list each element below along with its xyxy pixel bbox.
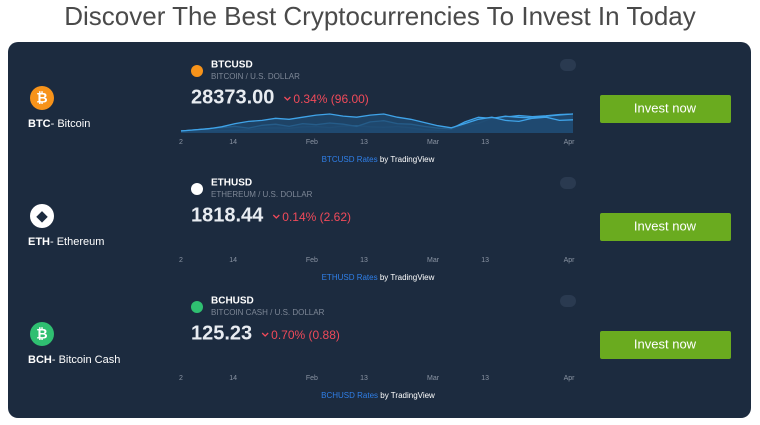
x-tick-label: Apr <box>564 139 576 146</box>
coin-label: BCH- Bitcoin Cash <box>28 354 120 366</box>
symbol: BTCUSD <box>211 60 253 71</box>
x-tick-label: 2 <box>179 139 183 146</box>
coin-label: BTC- Bitcoin <box>28 118 90 130</box>
symbol-description: ETHEREUM / U.S. DOLLAR <box>211 190 313 199</box>
x-tick-label: 13 <box>360 257 368 264</box>
price: 28373.00 <box>191 86 274 108</box>
x-tick-label: 13 <box>481 139 489 146</box>
credit-text: by TradingView <box>380 273 435 282</box>
symbol-icon <box>191 183 203 195</box>
price-change: 0.34% (96.00) <box>293 92 368 106</box>
coin-name: - Bitcoin <box>51 118 91 130</box>
symbol-description: BITCOIN CASH / U.S. DOLLAR <box>211 308 325 317</box>
x-tick-label: 14 <box>229 375 237 382</box>
price-change: 0.14% (2.62) <box>282 210 351 224</box>
x-tick-label: 2 <box>179 375 183 382</box>
x-tick-label: Mar <box>427 139 440 146</box>
invest-button-label[interactable]: Invest now <box>634 100 697 115</box>
symbol-icon <box>191 65 203 77</box>
x-tick-label: Feb <box>306 375 318 382</box>
x-tick-label: 14 <box>229 257 237 264</box>
credit-text: by TradingView <box>380 155 435 164</box>
change-arrow <box>272 214 280 219</box>
x-tick-label: Apr <box>564 257 576 264</box>
credit: ETHUSD Rates by TradingView <box>322 273 435 282</box>
invest-button[interactable] <box>600 213 731 241</box>
coin-name: - Ethereum <box>50 236 104 248</box>
symbol-icon <box>191 301 203 313</box>
price: 1818.44 <box>191 204 264 226</box>
credit-link[interactable]: BCHUSD Rates <box>321 391 378 400</box>
credit-text: by TradingView <box>380 391 435 400</box>
x-tick-label: Feb <box>306 257 318 264</box>
sparkline-line <box>180 113 574 132</box>
tradingview-logo <box>560 59 576 71</box>
credit-link[interactable]: BTCUSD Rates <box>322 155 378 164</box>
x-tick-label: 13 <box>360 375 368 382</box>
coin-icon <box>30 86 54 110</box>
x-tick-label: Mar <box>427 257 440 264</box>
invest-button-label[interactable]: Invest now <box>634 336 697 351</box>
coin-icon-glyph: ₿ <box>36 326 47 342</box>
coin-icon <box>30 204 54 228</box>
coin-name: - Bitcoin Cash <box>52 354 120 366</box>
x-tick-label: 14 <box>229 139 237 146</box>
symbol-description: BITCOIN / U.S. DOLLAR <box>211 72 300 81</box>
invest-button[interactable] <box>600 331 731 359</box>
coin-label: ETH- Ethereum <box>28 236 104 248</box>
x-tick-label: 13 <box>360 139 368 146</box>
x-tick-label: 13 <box>481 375 489 382</box>
page-title: Discover The Best Cryptocurrencies To In… <box>64 1 696 31</box>
x-tick-label: 2 <box>179 257 183 264</box>
tradingview-logo <box>560 177 576 189</box>
coin-icon <box>30 322 54 346</box>
coin-icon-glyph: ◆ <box>36 208 49 224</box>
coin-icon-glyph: ₿ <box>36 90 47 106</box>
price: 125.23 <box>191 322 252 344</box>
credit: BCHUSD Rates by TradingView <box>321 391 435 400</box>
coin-ticker: ETH <box>28 236 50 248</box>
symbol: BCHUSD <box>211 296 254 307</box>
panel <box>8 42 751 418</box>
change-arrow <box>261 332 269 337</box>
coin-ticker: BTC <box>28 118 51 130</box>
tradingview-logo <box>560 295 576 307</box>
x-tick-label: Mar <box>427 375 440 382</box>
credit-link[interactable]: ETHUSD Rates <box>322 273 378 282</box>
credit: BTCUSD Rates by TradingView <box>322 155 435 164</box>
x-tick-label: Feb <box>306 139 318 146</box>
coin-ticker: BCH <box>28 354 52 366</box>
invest-button[interactable] <box>600 95 731 123</box>
x-tick-label: 13 <box>481 257 489 264</box>
symbol: ETHUSD <box>211 178 252 189</box>
invest-button-label[interactable]: Invest now <box>634 218 697 233</box>
price-change: 0.70% (0.88) <box>271 328 340 342</box>
change-arrow <box>283 96 291 101</box>
x-tick-label: Apr <box>564 375 576 382</box>
